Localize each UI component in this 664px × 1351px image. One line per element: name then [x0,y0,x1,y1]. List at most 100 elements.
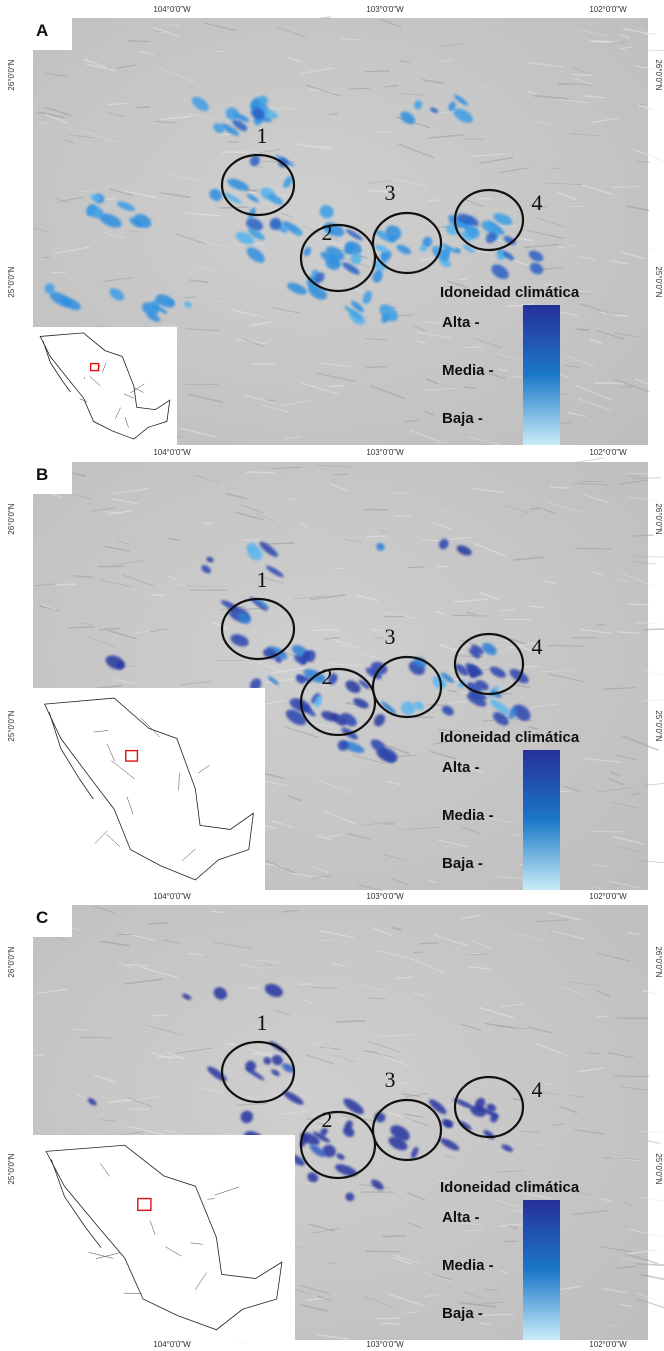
relief-ridge [187,112,214,119]
relief-ridge [615,754,637,761]
suitability-patch [453,94,469,106]
site-number: 4 [532,634,543,659]
relief-ridge [458,412,468,416]
relief-ridge [103,276,134,282]
relief-ridge [230,491,242,495]
relief-ridge [596,330,625,341]
relief-ridge [124,190,157,199]
relief-ridge [570,292,591,294]
suitability-patch [269,217,282,230]
suitability-patch [456,213,479,227]
relief-ridge [559,82,597,86]
relief-ridge [398,143,434,159]
relief-ridge [472,940,493,949]
relief-ridge [385,611,418,620]
relief-ridge [542,283,554,286]
relief-ridge [112,487,149,495]
relief-ridge [532,1090,559,1096]
relief-ridge [570,73,593,76]
relief-ridge [632,477,662,480]
relief-ridge [354,594,380,602]
relief-ridge [186,952,204,956]
relief-ridge [405,419,419,423]
relief-ridge [175,233,206,245]
inset-state-border [133,387,144,393]
relief-ridge [551,930,584,940]
suitability-patch [475,680,489,691]
relief-ridge [427,879,437,884]
suitability-patch [438,538,449,550]
relief-ridge [123,574,154,587]
relief-ridge [99,1119,116,1122]
site-circle [220,1040,296,1104]
relief-ridge [67,625,95,629]
relief-ridge [484,1022,514,1029]
relief-ridge [412,951,424,954]
relief-ridge [315,778,353,794]
relief-ridge [198,1088,224,1093]
suitability-patch [456,545,472,556]
relief-ridge [500,608,515,612]
relief-ridge [633,148,664,162]
relief-ridge [413,325,427,332]
relief-ridge [308,1039,338,1053]
relief-ridge [285,435,302,440]
relief-ridge [328,1262,337,1265]
suitability-patch [309,1144,326,1158]
suitability-patch [344,1120,353,1130]
relief-ridge [512,1098,521,1101]
relief-ridge [382,1055,411,1068]
suitability-patch [206,556,214,563]
relief-ridge [80,622,93,626]
suitability-patch [459,1121,472,1131]
relief-ridge [522,1192,553,1200]
relief-ridge [332,962,346,967]
relief-ridge [318,929,355,939]
relief-ridge [460,1023,483,1032]
relief-ridge [157,325,175,328]
relief-ridge [576,29,607,37]
relief-ridge [401,826,439,831]
suitability-patch [283,175,294,188]
relief-ridge [482,1313,514,1316]
panel-label-box [22,10,72,50]
relief-ridge [148,922,169,925]
relief-ridge [617,578,628,583]
suitability-patch [351,300,364,313]
legend-level: Baja - [442,1305,483,1322]
inset-state-border [102,362,107,373]
relief-ridge [410,958,446,974]
suitability-patch [265,565,284,578]
suitability-patch [492,712,509,726]
relief-ridge [602,687,636,690]
suitability-patch [441,1119,454,1128]
relief-ridge [575,385,615,402]
relief-ridge [386,780,401,786]
relief-ridge [467,436,501,445]
relief-ridge [568,1094,586,1098]
relief-ridge [137,50,155,56]
relief-ridge [99,579,134,588]
relief-ridge [565,364,580,369]
site-circle [453,1075,525,1139]
relief-ridge [578,480,606,483]
suitability-patch [314,695,323,708]
suitability-patch [343,1098,364,1115]
relief-ridge [273,1009,290,1016]
relief-ridge [464,1291,485,1300]
suitability-patch [373,714,385,727]
relief-ridge [281,212,293,218]
inset-state-border [106,833,121,847]
relief-ridge [335,1020,366,1023]
relief-ridge [557,191,577,201]
suitability-patch [201,565,211,574]
longitude-label: 104°0'0"W [153,892,191,901]
relief-ridge [583,493,609,504]
relief-ridge [249,320,273,327]
relief-ridge [596,787,632,793]
relief-ridge [645,248,658,251]
relief-ridge [438,1179,449,1183]
relief-ridge [54,936,67,941]
suitability-patch [362,290,372,304]
latitude-label: 26°0'0"N [7,503,16,534]
